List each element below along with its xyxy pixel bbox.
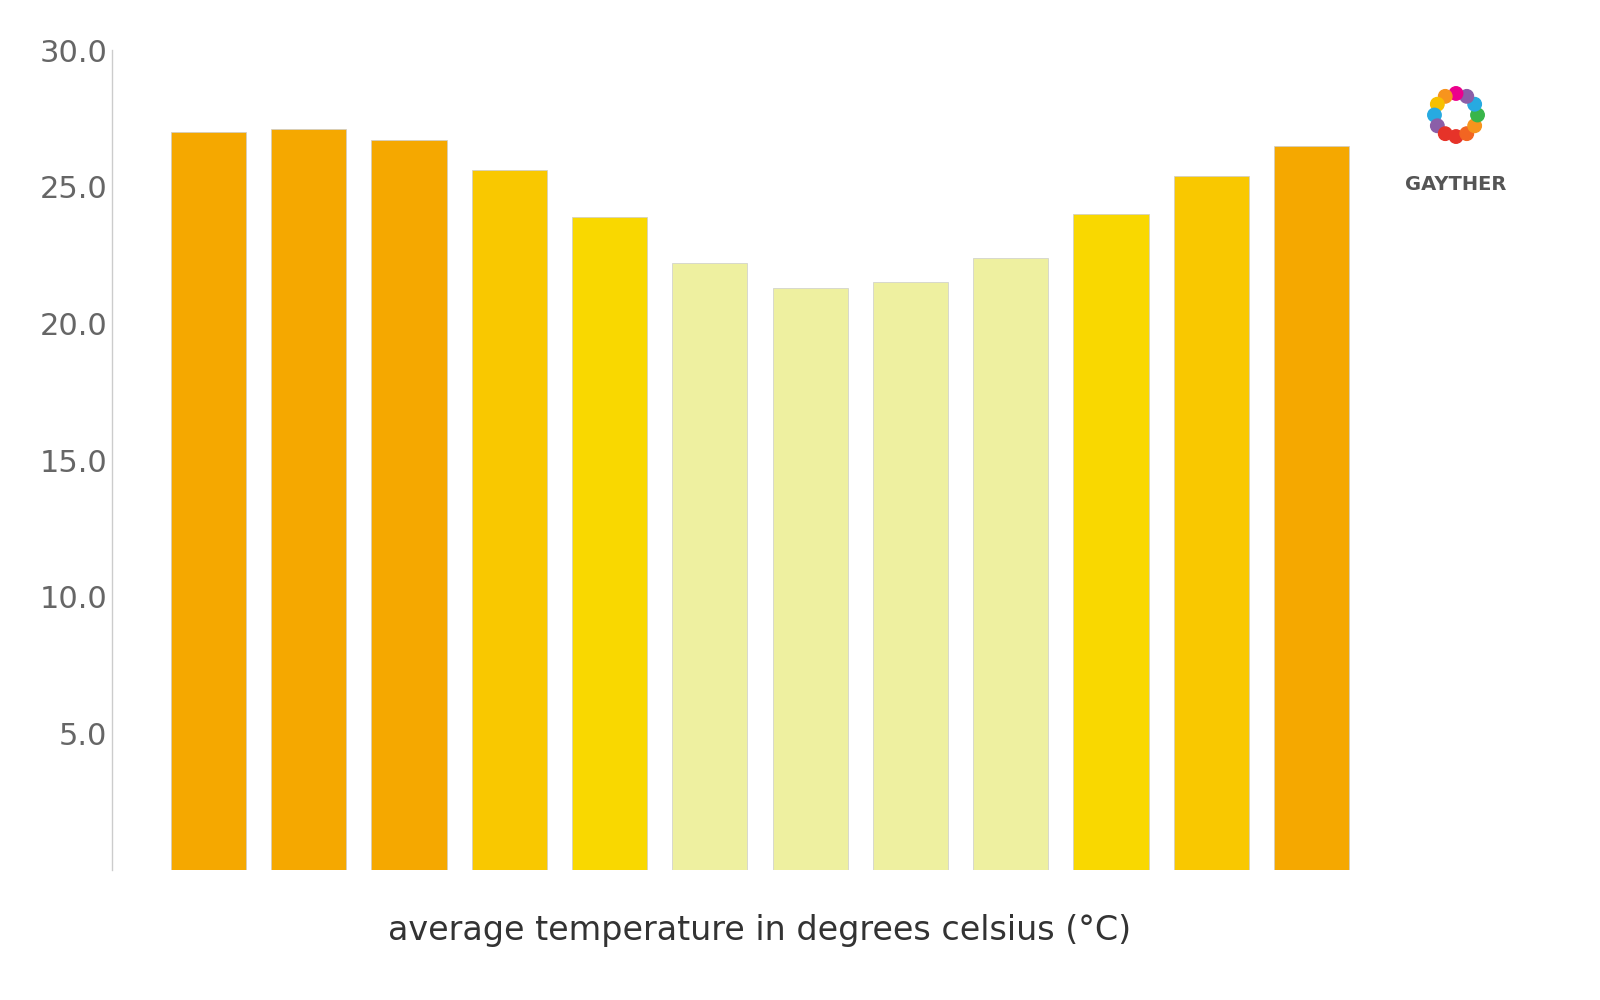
Circle shape <box>1430 98 1445 111</box>
Bar <box>874 282 949 870</box>
Bar <box>773 288 848 870</box>
Bar <box>672 263 747 870</box>
Circle shape <box>1461 90 1474 103</box>
Circle shape <box>1450 130 1462 143</box>
X-axis label: average temperature in degrees celsius (°C): average temperature in degrees celsius (… <box>389 914 1131 947</box>
Circle shape <box>1467 119 1482 132</box>
Circle shape <box>1427 108 1442 122</box>
Bar <box>371 140 446 870</box>
Circle shape <box>1438 127 1451 140</box>
Bar <box>171 132 246 870</box>
Circle shape <box>1438 90 1451 103</box>
Bar <box>571 217 646 870</box>
Bar <box>973 258 1048 870</box>
Bar <box>1074 214 1149 870</box>
Bar <box>472 170 547 870</box>
Circle shape <box>1461 127 1474 140</box>
Circle shape <box>1450 87 1462 100</box>
Circle shape <box>1430 119 1445 132</box>
Bar <box>270 129 346 870</box>
Circle shape <box>1467 98 1482 111</box>
Bar <box>1174 176 1250 870</box>
Bar <box>1274 146 1349 870</box>
Circle shape <box>1470 108 1485 122</box>
Text: GAYTHER: GAYTHER <box>1405 176 1507 194</box>
